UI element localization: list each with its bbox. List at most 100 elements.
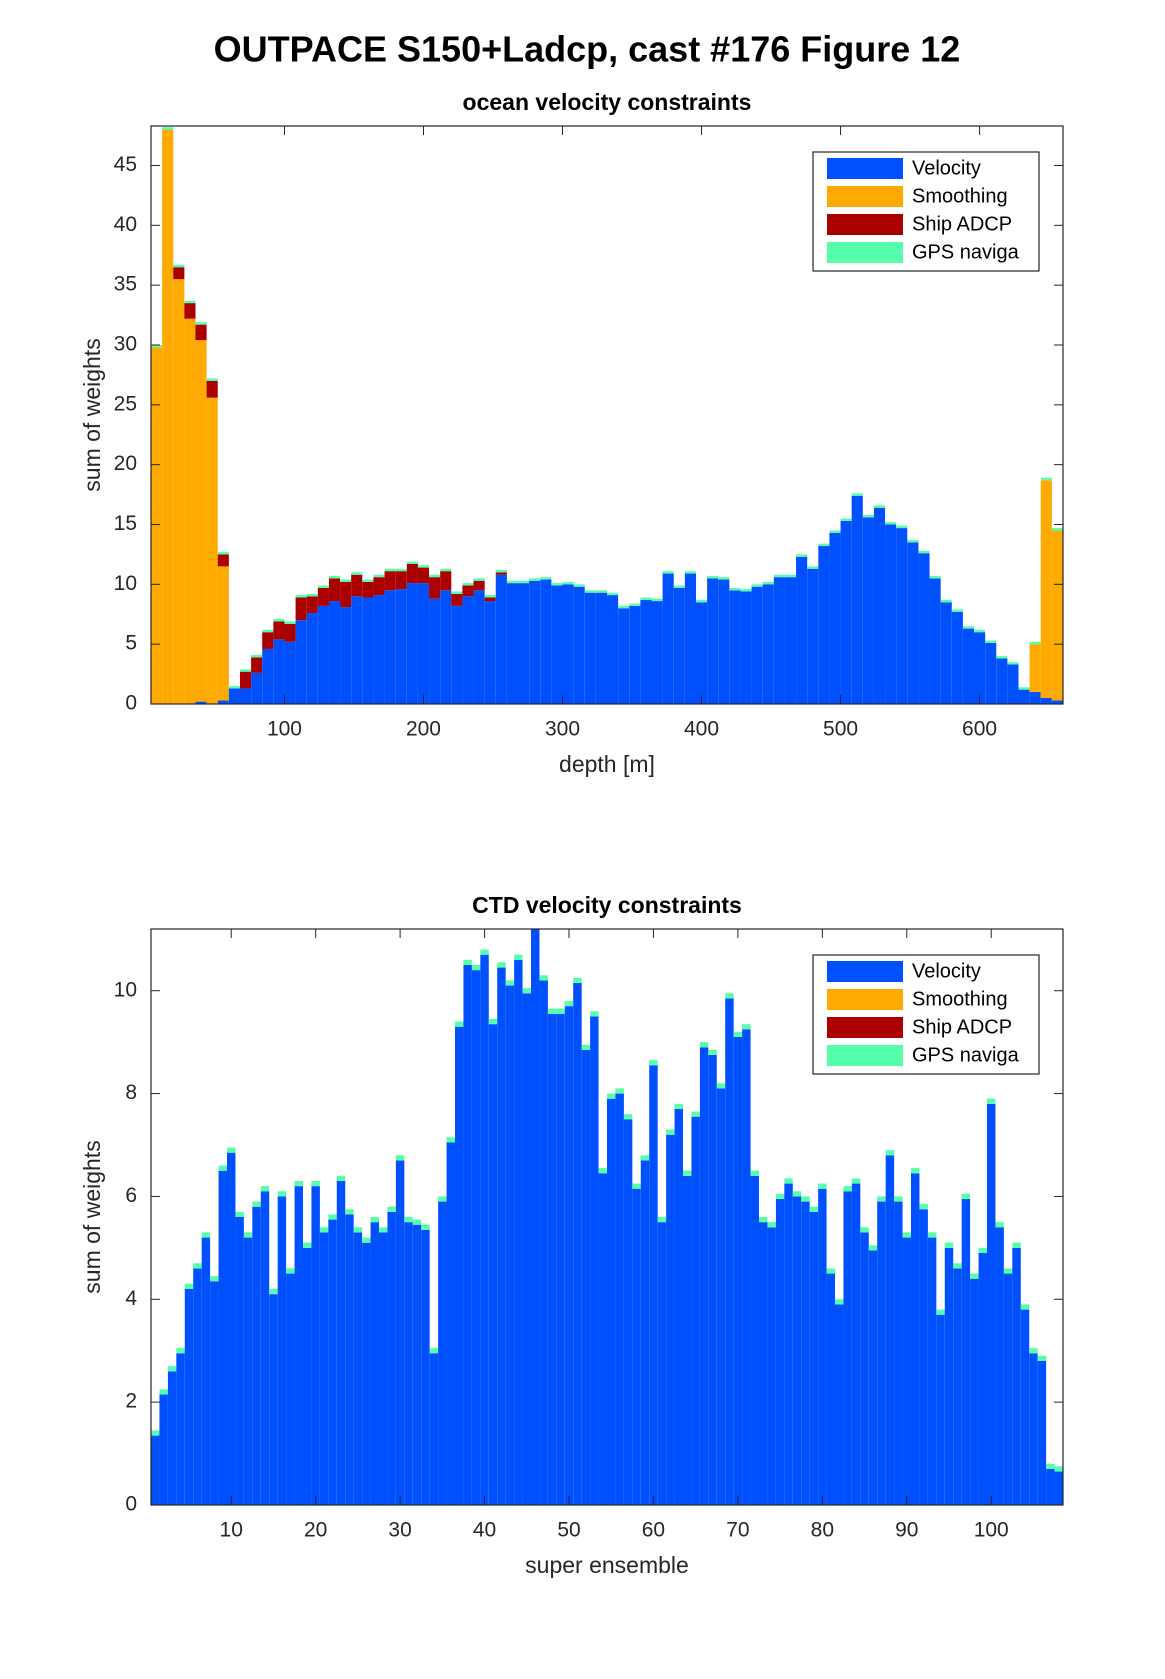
bar-segment xyxy=(514,954,523,960)
bar-segment xyxy=(395,571,407,590)
bar-segment xyxy=(818,543,830,547)
axes-title: ocean velocity constraints xyxy=(463,89,752,115)
bar-segment xyxy=(851,1178,861,1184)
bar-segment xyxy=(1012,1247,1021,1505)
bar-segment xyxy=(184,1283,194,1289)
bar-segment xyxy=(362,1237,371,1243)
bar-segment xyxy=(927,1237,937,1505)
bar-segment xyxy=(463,959,472,965)
legend: Velocity Smoothing Ship ADCP GPS naviga xyxy=(812,954,1040,1075)
bar-segment xyxy=(750,1170,759,1176)
bar-segment xyxy=(809,1206,819,1212)
legend-swatch xyxy=(827,242,903,263)
bar-segment xyxy=(495,569,507,573)
bar-segment xyxy=(1029,1348,1038,1354)
bar-segment xyxy=(843,1191,852,1505)
bar-segment xyxy=(1029,1353,1038,1505)
bar-segment xyxy=(564,1001,574,1007)
bar-segment xyxy=(807,568,819,704)
bar-segment xyxy=(351,596,363,704)
bar-segment xyxy=(885,1155,895,1505)
bar-segment xyxy=(471,970,481,1505)
bar-segment xyxy=(1040,480,1052,699)
bar-segment xyxy=(551,585,563,704)
bar-segment xyxy=(885,522,897,525)
legend-label: Ship ADCP xyxy=(912,1016,1012,1038)
bar-segment xyxy=(699,1047,709,1505)
bar-segment xyxy=(473,590,485,704)
bar-segment xyxy=(384,590,396,704)
bar-segment xyxy=(295,620,307,704)
bar-segment xyxy=(406,561,418,564)
bar-segment xyxy=(184,318,196,704)
bar-segment xyxy=(471,965,481,971)
y-tick-label: 0 xyxy=(125,692,137,715)
bar-segment xyxy=(649,1060,658,1066)
bar-segment xyxy=(462,583,474,586)
axes: CTD velocity constraints super ensemble su… xyxy=(79,892,1064,1578)
bar-segment xyxy=(674,1109,683,1505)
bar-segment xyxy=(640,597,652,600)
bar-segment xyxy=(607,592,619,596)
y-tick-label: 25 xyxy=(114,392,137,415)
bar-segment xyxy=(877,1201,886,1505)
bar-segment xyxy=(462,585,474,597)
bar-segment xyxy=(718,579,730,704)
bar-segment xyxy=(328,578,341,602)
bar-segment xyxy=(666,1129,675,1135)
bar-segment xyxy=(860,1232,869,1505)
bar-segment xyxy=(284,621,296,624)
bar-segment xyxy=(495,574,507,704)
bar-segment xyxy=(851,493,863,496)
bar-segment xyxy=(729,590,741,704)
y-tick-label: 4 xyxy=(125,1287,137,1310)
bar-segment xyxy=(336,1175,346,1181)
bar-segment xyxy=(708,1049,717,1055)
legend-swatch xyxy=(827,989,903,1010)
bar-segment xyxy=(775,1199,785,1505)
bar-segment xyxy=(911,1168,920,1174)
bar-segment xyxy=(195,322,207,325)
bar-segment xyxy=(340,579,352,582)
bar-segment xyxy=(484,595,496,598)
bar-segment xyxy=(573,983,582,1505)
bar-segment xyxy=(159,1389,168,1395)
bar-segment xyxy=(1051,700,1063,704)
bar-segment xyxy=(684,571,696,574)
bar-segment xyxy=(556,1008,565,1014)
bar-segment xyxy=(615,1088,624,1094)
bar-segment xyxy=(373,574,385,578)
bar-segment xyxy=(273,621,285,640)
bar-segment xyxy=(623,1119,633,1505)
bar-segment xyxy=(440,571,452,591)
bar-segment xyxy=(446,1137,455,1143)
legend-label: Velocity xyxy=(912,960,981,982)
bar-segment xyxy=(417,567,430,584)
bar-segment xyxy=(251,672,263,704)
bar-segment xyxy=(740,589,752,592)
bar-segment xyxy=(505,980,515,986)
bar-segment xyxy=(784,577,797,704)
bar-segment xyxy=(708,1055,717,1505)
bar-segment xyxy=(206,380,218,398)
bar-segment xyxy=(1046,1469,1055,1505)
bar-segment xyxy=(227,1147,236,1153)
bar-segment xyxy=(317,605,329,704)
bar-segment xyxy=(985,642,997,704)
bar-segment xyxy=(495,572,507,575)
bar-segment xyxy=(269,1289,278,1295)
bar-segment xyxy=(395,568,407,572)
bar-segment xyxy=(762,581,774,585)
bar-segment xyxy=(340,607,352,704)
bar-segment xyxy=(262,632,274,649)
bar-segment xyxy=(759,1217,768,1223)
bar-segment xyxy=(623,1114,633,1120)
bar-segment xyxy=(514,959,523,1505)
bar-segment xyxy=(590,1016,599,1505)
bar-segment xyxy=(894,1196,903,1202)
bar-segment xyxy=(974,632,986,704)
bar-segment xyxy=(505,985,515,1505)
bar-segment xyxy=(319,1227,329,1233)
bar-segment xyxy=(651,598,663,602)
bar-segment xyxy=(818,1188,827,1505)
